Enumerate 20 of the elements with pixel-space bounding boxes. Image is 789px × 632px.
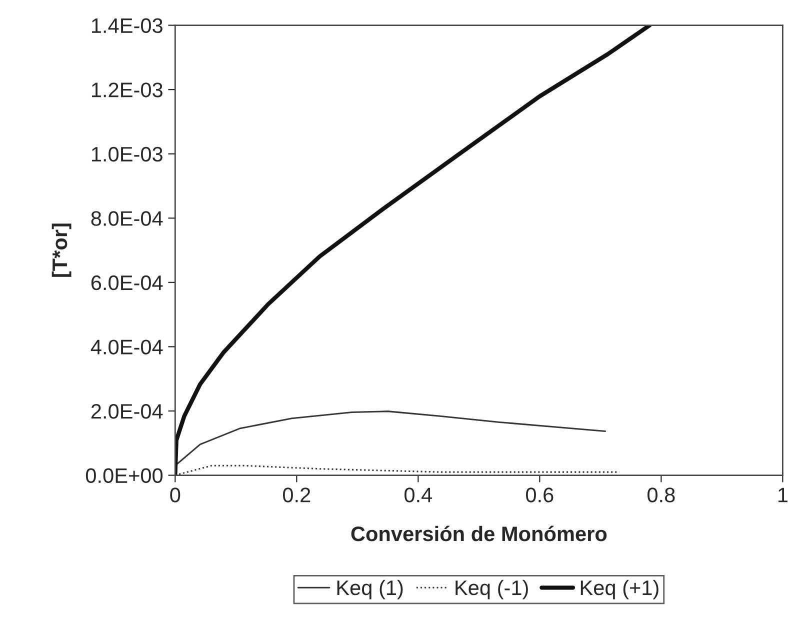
y-tick-label: 1.4E-03: [92, 18, 162, 34]
y-tick-label: 4.0E-04: [90, 340, 163, 354]
x-axis-title: Conversión de Monómero: [351, 526, 607, 542]
line-series: [175, 410, 606, 466]
y-tick-label: 0.0E+00: [86, 468, 163, 484]
y-tick-label: 2.0E-04: [91, 404, 163, 419]
legend-label: Keq (+1): [580, 580, 658, 600]
x-tick-label: 0.6: [526, 488, 554, 502]
legend-label: Keq (-1): [456, 580, 528, 600]
y-tick-label: 6.0E-04: [91, 275, 163, 290]
x-tick-label: 0: [170, 488, 180, 502]
x-tick-label: 1: [778, 488, 788, 502]
legend-label: Keq (1): [337, 580, 403, 600]
x-tick-label: 0.4: [404, 488, 432, 502]
y-axis-title: [T*or]: [52, 224, 72, 277]
x-tick-label: 0.8: [648, 488, 675, 502]
y-tick-label: 8.0E-04: [91, 211, 163, 226]
y-tick-label: 1.0E-03: [92, 146, 162, 162]
y-tick-label: 1.2E-03: [92, 82, 162, 98]
x-tick-label: 0.2: [283, 488, 310, 502]
